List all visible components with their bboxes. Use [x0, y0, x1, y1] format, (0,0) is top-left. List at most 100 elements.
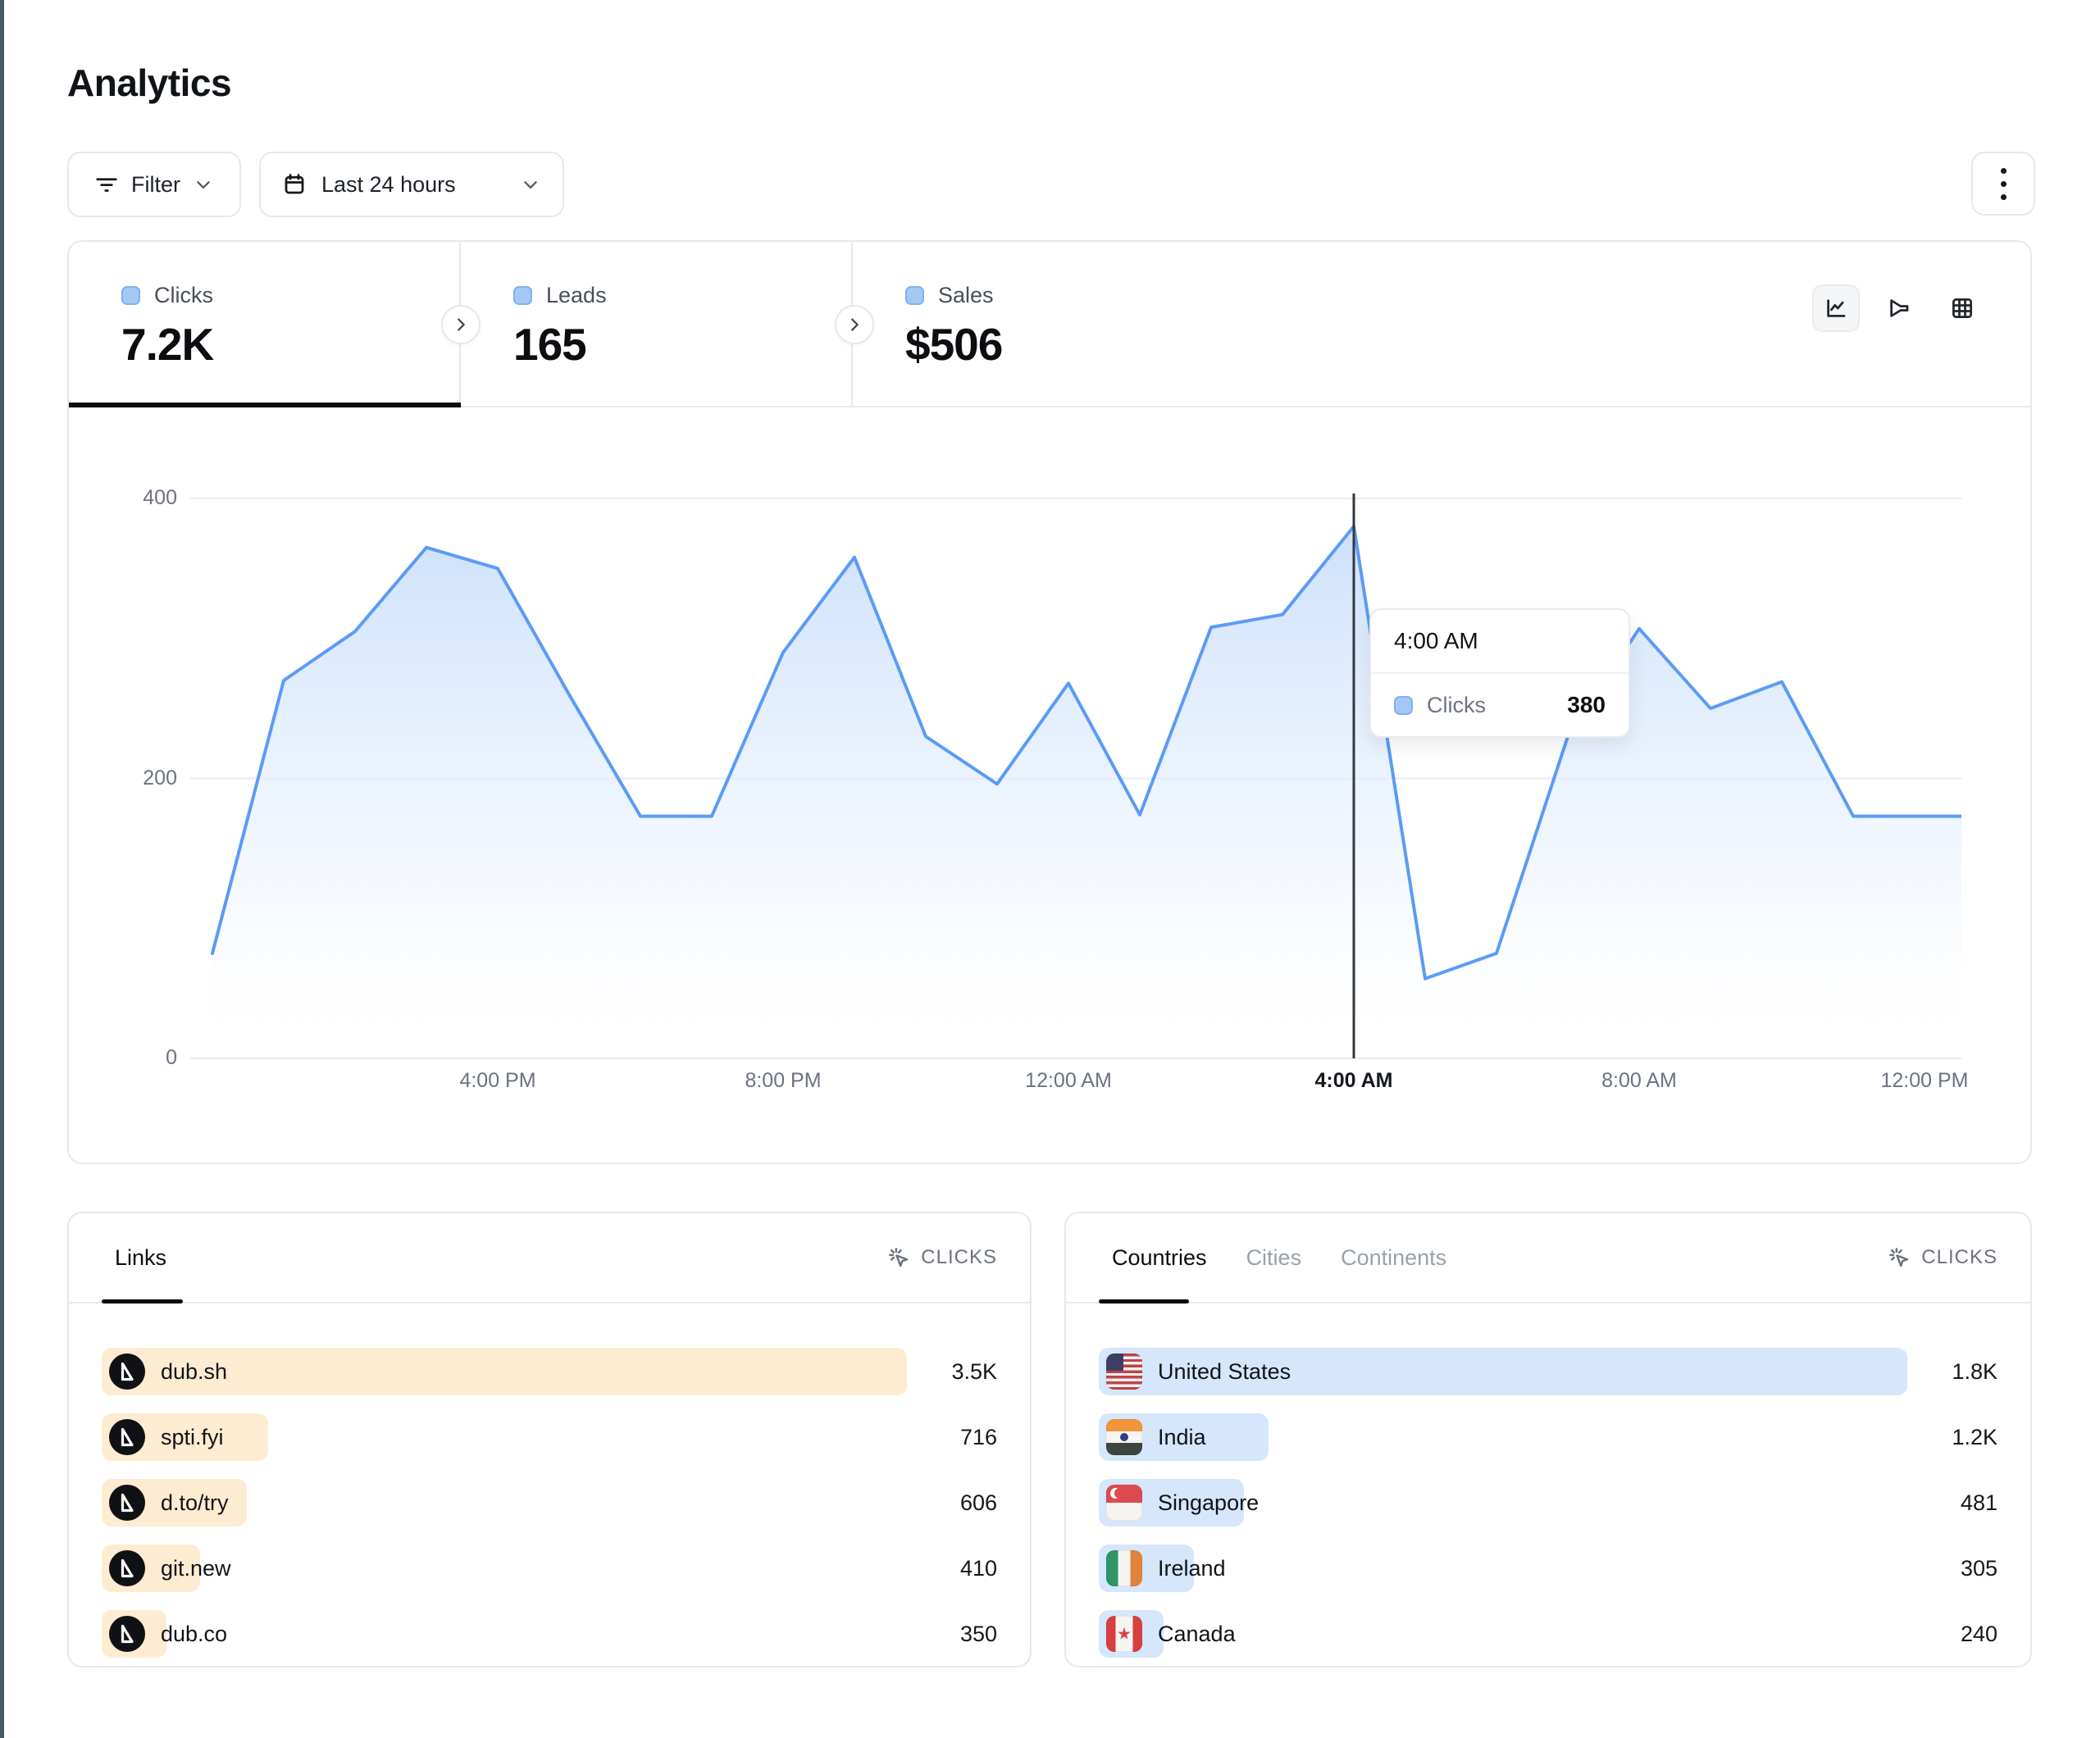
filter-button[interactable]: Filter: [67, 152, 241, 217]
countries-metric-selector[interactable]: CLICKS: [1887, 1245, 1998, 1270]
chevron-down-icon: [520, 174, 541, 195]
funnel-view-button[interactable]: [1875, 284, 1923, 332]
funnel-icon: [1887, 296, 1911, 321]
filter-label: Filter: [131, 171, 180, 197]
clicks-label: Clicks: [154, 283, 213, 307]
country-row[interactable]: Canada 240: [1099, 1610, 1998, 1658]
links-metric-selector[interactable]: CLICKS: [886, 1245, 997, 1270]
country-row-value: 240: [1960, 1621, 1998, 1646]
date-range-label: Last 24 hours: [321, 171, 456, 197]
x-tick: 4:00 PM: [459, 1069, 536, 1092]
link-row-label: spti.fyi: [161, 1424, 224, 1449]
countries-panel-header: Countries Cities Continents CLICKS: [1066, 1213, 2030, 1304]
link-row-value: 410: [959, 1555, 997, 1581]
link-row[interactable]: git.new 410: [102, 1545, 997, 1592]
country-row-label: Canada: [1158, 1621, 1236, 1646]
dub-logo-icon: [109, 1485, 145, 1521]
dub-logo-icon: [109, 1354, 145, 1390]
dub-logo-icon: [109, 1550, 145, 1586]
sales-legend-swatch: [905, 286, 924, 305]
countries-panel: Countries Cities Continents CLICKS Unite…: [1064, 1212, 2032, 1667]
country-row-value: 481: [1960, 1490, 1998, 1515]
tooltip-value: 380: [1567, 692, 1606, 717]
country-row-label: United States: [1158, 1358, 1291, 1384]
link-row-label: dub.co: [161, 1621, 228, 1646]
link-row[interactable]: d.to/try 606: [102, 1479, 997, 1526]
leads-value: 165: [513, 319, 587, 370]
tab-clicks[interactable]: Clicks 7.2K: [69, 242, 461, 406]
more-options-button[interactable]: [1971, 152, 2035, 216]
links-metric-label: CLICKS: [921, 1246, 997, 1268]
link-row[interactable]: spti.fyi 716: [102, 1413, 997, 1461]
clicks-next-chevron[interactable]: [441, 305, 481, 344]
country-row-label: Ireland: [1158, 1555, 1226, 1581]
page-title: Analytics: [67, 61, 232, 104]
flag-ie-icon: [1106, 1550, 1142, 1586]
chevron-down-icon: [193, 174, 214, 195]
link-row[interactable]: dub.co 350: [102, 1610, 997, 1658]
country-row-bar: [1099, 1348, 1907, 1395]
leads-next-chevron[interactable]: [835, 305, 874, 344]
country-row-label: Singapore: [1158, 1490, 1260, 1515]
dub-logo-icon: [109, 1616, 145, 1652]
link-row-value: 350: [959, 1621, 997, 1646]
dub-logo-icon: [109, 1419, 145, 1455]
flag-sg-icon: [1106, 1485, 1142, 1521]
country-row[interactable]: United States 1.8K: [1099, 1348, 1998, 1395]
chevron-right-icon: [452, 316, 470, 334]
table-grid-icon: [1950, 296, 1975, 321]
clicks-legend-swatch: [121, 286, 140, 305]
link-row-value: 716: [959, 1424, 997, 1449]
sales-label: Sales: [938, 283, 994, 307]
cursor-click-icon: [1887, 1245, 1911, 1270]
links-panel: Links CLICKS dub.sh 3.5K spti.fyi 716 d.to/t…: [67, 1212, 1032, 1667]
tab-leads[interactable]: Leads 165: [461, 242, 853, 406]
date-range-button[interactable]: Last 24 hours: [259, 152, 564, 217]
links-list: dub.sh 3.5K spti.fyi 716 d.to/try 606 git.new 4…: [102, 1348, 997, 1676]
x-tick: 12:00 PM: [1880, 1069, 1969, 1092]
line-chart-icon: [1824, 296, 1848, 321]
y-tick: 200: [143, 766, 177, 789]
chevron-right-icon: [845, 316, 863, 334]
filter-icon: [94, 172, 119, 197]
tab-sales[interactable]: Sales $506: [853, 242, 1279, 406]
links-active-underline: [102, 1299, 183, 1304]
countries-list: United States 1.8K India 1.2K Singapore 481 Ir…: [1099, 1348, 1998, 1676]
flag-in-icon: [1106, 1419, 1142, 1455]
cursor-click-icon: [886, 1245, 911, 1270]
flag-us-icon: [1106, 1354, 1142, 1390]
tooltip-legend-swatch: [1394, 695, 1413, 715]
country-row-value: 305: [1960, 1555, 1998, 1581]
country-row[interactable]: Singapore 481: [1099, 1479, 1998, 1526]
tooltip-time: 4:00 AM: [1371, 610, 1629, 674]
country-row-value: 1.8K: [1952, 1358, 1998, 1384]
line-chart-view-button[interactable]: [1812, 284, 1860, 332]
link-row[interactable]: dub.sh 3.5K: [102, 1348, 997, 1395]
x-tick: 4:00 AM: [1314, 1069, 1393, 1092]
tab-continents[interactable]: Continents: [1341, 1244, 1447, 1270]
country-row[interactable]: Ireland 305: [1099, 1545, 1998, 1592]
link-row-bar: [102, 1348, 907, 1395]
country-row-value: 1.2K: [1952, 1424, 1998, 1449]
chart-tooltip: 4:00 AM Clicks 380: [1369, 608, 1630, 738]
tab-cities[interactable]: Cities: [1246, 1244, 1302, 1270]
countries-metric-label: CLICKS: [1921, 1246, 1998, 1268]
leads-label: Leads: [546, 283, 607, 307]
calendar-icon: [282, 172, 307, 197]
x-tick: 8:00 PM: [745, 1069, 822, 1092]
y-tick: 400: [143, 486, 177, 509]
analytics-chart-card: Clicks 7.2K Leads 165 Sales $506: [67, 240, 2032, 1164]
tab-countries[interactable]: Countries: [1112, 1244, 1207, 1270]
country-row-label: India: [1158, 1424, 1206, 1449]
leads-legend-swatch: [513, 286, 532, 305]
clicks-area-chart[interactable]: 4:00 PM 8:00 PM 12:00 AM 4:00 AM 8:00 AM 12:0…: [190, 494, 1969, 1117]
active-tab-underline: [69, 403, 461, 407]
country-row[interactable]: India 1.2K: [1099, 1413, 1998, 1461]
link-row-label: git.new: [161, 1555, 231, 1581]
tab-links[interactable]: Links: [115, 1244, 167, 1270]
x-tick: 8:00 AM: [1601, 1069, 1677, 1092]
chart-canvas: [190, 494, 1963, 1063]
link-row-value: 3.5K: [951, 1358, 997, 1384]
link-row-label: dub.sh: [161, 1358, 228, 1384]
table-view-button[interactable]: [1938, 284, 1986, 332]
